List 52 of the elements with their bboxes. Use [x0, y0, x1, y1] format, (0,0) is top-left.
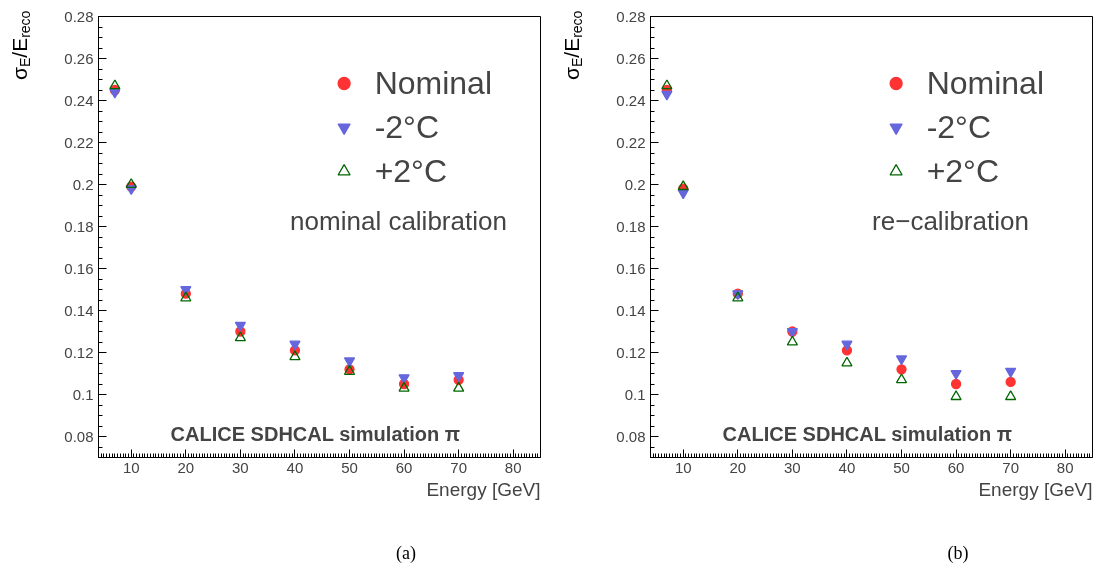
- y-tick-label: 0.12: [64, 343, 94, 361]
- y-tick-label: 0.14: [64, 301, 94, 319]
- y-tick-label: 0.22: [64, 133, 94, 151]
- legend-label: Nominal: [374, 64, 492, 102]
- y-tick-label: 0.28: [616, 7, 646, 25]
- annotation: CALICE SDHCAL simulation π: [170, 422, 461, 445]
- x-tick-label: 80: [504, 458, 522, 476]
- x-tick-label: 60: [395, 458, 413, 476]
- x-tick-label: 40: [286, 458, 304, 476]
- x-tick-label: 10: [122, 458, 140, 476]
- x-tick-label: 50: [341, 458, 358, 476]
- legend-label: -2°C: [926, 108, 991, 146]
- y-tick-label: 0.2: [624, 175, 646, 193]
- x-axis-title: Energy [GeV]: [978, 478, 1093, 500]
- y-tick-label: 0.12: [616, 343, 646, 361]
- y-tick-label: 0.24: [616, 91, 646, 109]
- y-tick-label: 0.18: [64, 217, 94, 235]
- annotation: nominal calibration: [290, 205, 507, 236]
- x-tick-label: 80: [1056, 458, 1074, 476]
- x-tick-label: 30: [784, 458, 801, 476]
- y-tick-label: 0.26: [64, 49, 94, 67]
- legend-label: +2°C: [374, 152, 448, 190]
- legend-label: -2°C: [374, 108, 439, 146]
- x-tick-label: 10: [674, 458, 692, 476]
- y-tick-label: 0.2: [72, 175, 94, 193]
- x-tick-label: 30: [232, 458, 249, 476]
- y-tick-label: 0.1: [624, 385, 646, 403]
- y-tick-label: 0.22: [616, 133, 646, 151]
- y-tick-label: 0.08: [616, 427, 646, 445]
- y-tick-label: 0.1: [72, 385, 94, 403]
- x-tick-label: 50: [893, 458, 910, 476]
- x-tick-label: 40: [838, 458, 856, 476]
- y-tick-label: 0.28: [64, 7, 94, 25]
- x-tick-label: 70: [450, 458, 467, 476]
- y-tick-label: 0.18: [616, 217, 646, 235]
- legend-label: Nominal: [926, 64, 1044, 102]
- text: (b): [947, 542, 969, 565]
- legend-label: +2°C: [926, 152, 1000, 190]
- y-tick-label: 0.08: [64, 427, 94, 445]
- y-tick-label: 0.14: [616, 301, 646, 319]
- text: (a): [396, 542, 416, 565]
- annotation: CALICE SDHCAL simulation π: [722, 422, 1013, 445]
- x-tick-label: 20: [729, 458, 747, 476]
- y-tick-label: 0.16: [616, 259, 646, 277]
- y-tick-label: 0.26: [616, 49, 646, 67]
- y-tick-label: 0.16: [64, 259, 94, 277]
- x-axis-title: Energy [GeV]: [426, 478, 541, 500]
- x-tick-label: 60: [947, 458, 965, 476]
- annotation: re−calibration: [872, 205, 1029, 236]
- x-tick-label: 70: [1002, 458, 1019, 476]
- x-tick-label: 20: [177, 458, 195, 476]
- y-tick-label: 0.24: [64, 91, 94, 109]
